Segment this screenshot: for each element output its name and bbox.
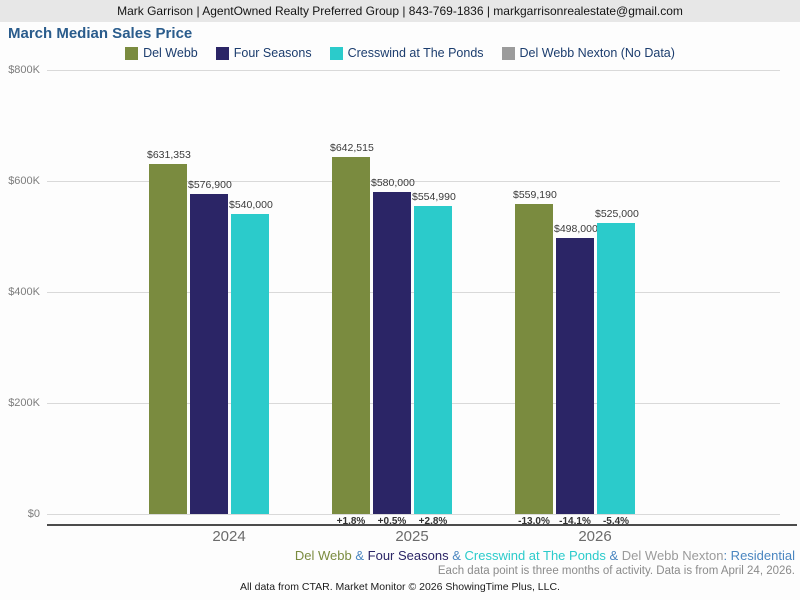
- bar-four-seasons: [190, 193, 228, 514]
- bar-value-label: $642,515: [330, 142, 374, 155]
- gridline: [47, 514, 780, 515]
- x-axis-year-label: 2024: [212, 528, 246, 545]
- y-axis-tick-label: $200K: [8, 397, 40, 409]
- footer-series-segment: &: [351, 548, 368, 563]
- footer-series-segment: Del Webb Nexton: [621, 548, 724, 563]
- bar-four-seasons: [373, 192, 411, 514]
- bar-value-label: $525,000: [595, 207, 639, 220]
- y-axis-tick-label: $600K: [8, 175, 40, 187]
- chart-title: March Median Sales Price: [8, 25, 193, 42]
- bar-four-seasons: [556, 237, 594, 514]
- legend-item-label: Del Webb: [143, 46, 198, 60]
- bar-value-label: $580,000: [371, 177, 415, 190]
- footer-series-segment: &: [448, 548, 465, 563]
- chart-legend: Del Webb Four Seasons Cresswind at The Pon…: [0, 44, 800, 62]
- y-axis-tick-label: $0: [27, 508, 40, 520]
- pct-change-label: +1.8%: [336, 516, 366, 527]
- gridline: [47, 70, 780, 71]
- x-axis-year-label: 2026: [578, 528, 612, 545]
- legend-item: Del Webb Nexton (No Data): [501, 46, 675, 60]
- bar-cresswind-at-the-ponds: [414, 205, 452, 514]
- gridline: [47, 292, 780, 293]
- legend-item: Cresswind at The Ponds: [329, 46, 484, 60]
- legend-item-label: Cresswind at The Ponds: [347, 46, 484, 60]
- bar-value-label: $498,000: [554, 222, 598, 235]
- pct-change-label: -5.4%: [602, 516, 630, 527]
- bar-value-label: $631,353: [147, 148, 191, 161]
- footer-series-segment: Del Webb: [294, 548, 352, 563]
- footer-attribution: All data from CTAR. Market Monitor © 202…: [240, 581, 560, 593]
- pct-change-label: -13.0%: [518, 516, 550, 527]
- agent-contact-bar: Mark Garrison | AgentOwned Realty Prefer…: [0, 0, 800, 22]
- legend-color-swatch: [501, 46, 515, 60]
- x-axis-year-label: 2025: [395, 528, 429, 545]
- y-axis-tick-label: $400K: [8, 286, 40, 298]
- footer-series-line: Del Webb & Four Seasons & Cresswind at T…: [295, 548, 795, 563]
- bar-value-label: $559,190: [513, 188, 557, 201]
- footer-series-segment: Cresswind at The Ponds: [464, 548, 606, 563]
- x-axis-line: [47, 524, 797, 526]
- gridline: [47, 181, 780, 182]
- bar-value-label: $540,000: [229, 199, 273, 212]
- footer-series-segment: &: [605, 548, 622, 563]
- bar-del-webb: [332, 157, 370, 514]
- y-axis-tick-label: $800K: [8, 64, 40, 76]
- bar-del-webb: [515, 203, 553, 514]
- bar-cresswind-at-the-ponds: [597, 222, 635, 514]
- legend-color-swatch: [329, 46, 343, 60]
- pct-change-label: -14.1%: [559, 516, 591, 527]
- agent-contact-text: Mark Garrison | AgentOwned Realty Prefer…: [117, 4, 683, 18]
- legend-color-swatch: [125, 46, 139, 60]
- bar-value-label: $554,990: [412, 190, 456, 203]
- bar-cresswind-at-the-ponds: [231, 214, 269, 514]
- footer-series-segment: : Residential: [723, 548, 795, 563]
- gridline: [47, 403, 780, 404]
- footer-series-segment: Four Seasons: [367, 548, 449, 563]
- footer-data-note: Each data point is three months of activ…: [437, 565, 795, 577]
- bar-value-label: $576,900: [188, 178, 232, 191]
- legend-item-label: Del Webb Nexton (No Data): [519, 46, 675, 60]
- legend-color-swatch: [215, 46, 229, 60]
- legend-item-label: Four Seasons: [233, 46, 312, 60]
- legend-item: Del Webb: [125, 46, 198, 60]
- legend-item: Four Seasons: [215, 46, 312, 60]
- pct-change-label: +2.8%: [418, 516, 448, 527]
- pct-change-label: +0.5%: [377, 516, 407, 527]
- bar-del-webb: [149, 163, 187, 514]
